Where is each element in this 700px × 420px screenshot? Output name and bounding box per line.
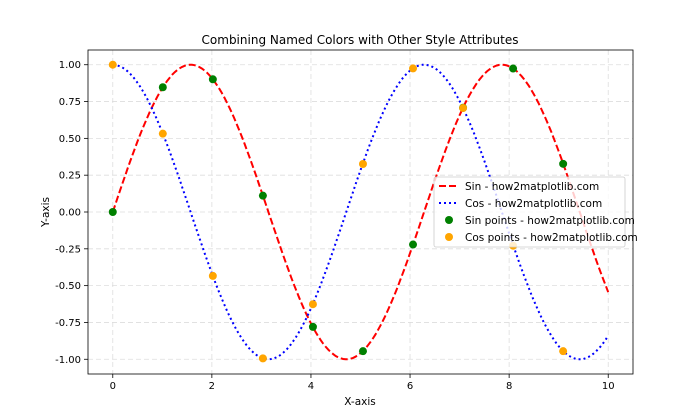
x-axis-label: X-axis xyxy=(344,396,376,408)
y-axis-label: Y-axis xyxy=(40,197,52,228)
legend-cos-label: Cos - how2matplotlib.com xyxy=(465,198,602,210)
y-tick-label: -0.75 xyxy=(55,318,81,329)
x-tick-label: 10 xyxy=(602,381,615,392)
sin-point xyxy=(258,191,267,200)
y-tick-label: 0.75 xyxy=(59,97,81,108)
cos-point xyxy=(409,64,418,73)
cos-point xyxy=(108,60,117,69)
sin-point xyxy=(108,208,117,216)
sin-point xyxy=(509,64,518,73)
y-tick-label: 0.50 xyxy=(59,134,81,145)
x-tick-label: 8 xyxy=(506,381,512,392)
sin-point xyxy=(208,75,217,84)
series xyxy=(108,60,610,363)
y-tick-label: -0.50 xyxy=(55,281,81,292)
grid xyxy=(88,50,633,374)
legend-sin-points-label: Sin points - how2matplotlib.com xyxy=(465,215,635,227)
cos-point xyxy=(208,271,217,280)
x-tick-label: 0 xyxy=(110,381,116,392)
cos-point xyxy=(258,354,267,363)
y-tick-label: 1.00 xyxy=(59,60,81,71)
legend-sin-points-marker xyxy=(445,216,453,224)
x-tick-label: 6 xyxy=(407,381,413,392)
cos-point xyxy=(559,347,568,356)
sin-point xyxy=(308,322,317,331)
sin-point xyxy=(358,347,367,356)
cos-line xyxy=(112,63,610,361)
legend-sin-label: Sin - how2matplotlib.com xyxy=(465,181,599,193)
y-tick-label: 0.25 xyxy=(59,171,81,182)
sin-point xyxy=(409,240,418,249)
sin-point xyxy=(158,83,167,92)
sin-point xyxy=(559,159,568,168)
ticks: 0 2 4 6 8 10 1.00 0.75 0.50 0.25 0.00 -0.25 -0.50 -0.… xyxy=(55,60,614,392)
chart-title: Combining Named Colors with Other Style … xyxy=(202,33,519,47)
x-tick-label: 2 xyxy=(209,381,215,392)
legend: Sin - how2matplotlib.com Cos - how2matpl… xyxy=(433,176,638,248)
y-tick-label: -0.25 xyxy=(55,244,81,255)
y-tick-label: 0.00 xyxy=(59,208,81,219)
cos-point xyxy=(158,129,167,138)
x-tick-label: 4 xyxy=(308,381,314,392)
legend-box xyxy=(433,176,626,248)
cos-point xyxy=(308,300,317,309)
legend-cos-points-label: Cos points - how2matplotlib.com xyxy=(465,232,638,244)
cos-point xyxy=(459,104,468,113)
y-tick-label: -1.00 xyxy=(55,355,81,366)
cos-point xyxy=(358,159,367,168)
legend-cos-points-marker xyxy=(445,233,453,241)
